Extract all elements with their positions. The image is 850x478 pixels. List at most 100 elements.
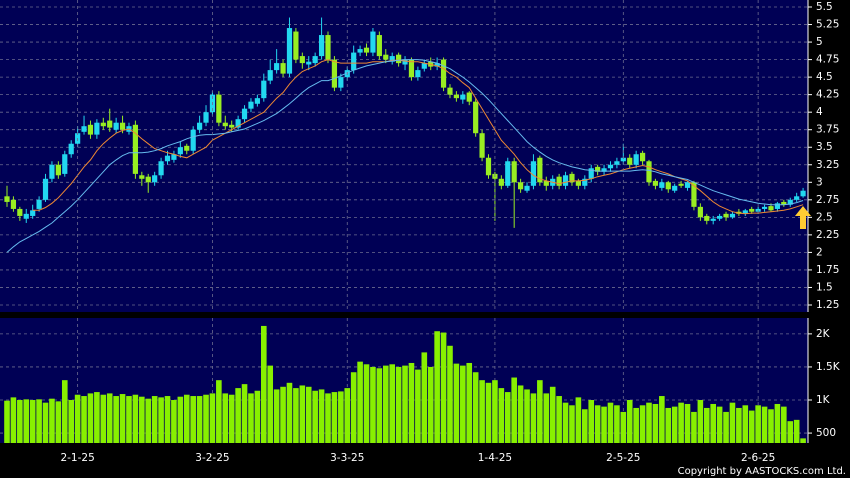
moving-average-line [6, 59, 804, 253]
volume-bar [549, 386, 556, 443]
volume-bar [305, 386, 312, 443]
volume-bar [626, 400, 633, 443]
volume-bar [350, 372, 357, 443]
volume-bar [485, 382, 492, 443]
y-tick-label: 2.75 [816, 194, 839, 206]
candle-body [36, 199, 42, 209]
volume-bar [793, 419, 800, 443]
candle-body [659, 182, 665, 188]
volume-bar [646, 402, 652, 443]
candle-body [562, 175, 569, 186]
candle-body [633, 154, 639, 165]
candle-body [203, 112, 209, 123]
volume-bar [421, 352, 428, 443]
candle-body [376, 35, 382, 57]
candle-body [241, 108, 248, 120]
candle-body [152, 175, 158, 183]
y-tick-label: 3.5 [816, 141, 833, 153]
candle-body [100, 122, 106, 127]
volume-bar [376, 368, 383, 443]
candle-body [286, 28, 293, 74]
candle-body [113, 122, 119, 130]
y-tick-label: 5.25 [816, 19, 839, 31]
volume-bar [241, 384, 248, 443]
volume-bar [280, 386, 286, 443]
volume-bar [119, 394, 126, 443]
candle-body [402, 59, 408, 65]
volume-bar [113, 396, 119, 443]
candle-body [408, 59, 415, 78]
volume-bar [716, 406, 723, 443]
candle-body [601, 168, 607, 172]
y-tick-label: 2K [816, 328, 831, 340]
candle-body [10, 199, 17, 209]
candle-body [543, 180, 549, 186]
volume-bar [427, 366, 434, 443]
candle-body [781, 201, 787, 205]
volume-bar [370, 366, 376, 443]
volume-bar [774, 403, 781, 443]
volume-bar [607, 402, 614, 443]
volume-bar [248, 393, 254, 443]
candle-body [652, 180, 659, 186]
y-tick-label: 500 [816, 427, 836, 439]
candle-body [235, 119, 241, 128]
candle-body [55, 164, 61, 176]
candle-body [389, 56, 395, 62]
volume-bar [196, 396, 203, 443]
volume-bar [363, 364, 370, 443]
volume-bar [447, 345, 453, 443]
candle-body [794, 196, 800, 200]
candle-body [768, 206, 774, 211]
volume-bar [68, 400, 74, 443]
volume-bar [10, 397, 17, 443]
candle-body [672, 185, 678, 191]
y-tick-label: 3.25 [816, 159, 839, 171]
candle-body [473, 101, 479, 134]
candle-body [293, 31, 299, 60]
candle-body [607, 164, 614, 169]
candle-body [370, 31, 376, 53]
volume-bar [620, 411, 627, 443]
candle-body [357, 49, 363, 53]
candle-body [556, 176, 562, 186]
candle-body [498, 178, 504, 186]
volume-bar [293, 388, 299, 443]
y-tick-label: 4 [816, 106, 823, 118]
volume-bar [382, 365, 389, 443]
candle-body [306, 61, 312, 65]
volume-bar [222, 393, 229, 443]
candle-body [261, 80, 267, 99]
candle-body [774, 203, 780, 209]
candle-body [524, 185, 530, 191]
candle-body [537, 157, 543, 183]
candle-body [4, 196, 10, 202]
candle-body [639, 152, 646, 162]
volume-bar [594, 405, 601, 443]
volume-bar [652, 403, 659, 443]
volume-bar [703, 407, 710, 443]
candle-body [30, 210, 36, 216]
y-tick-label: 5.5 [816, 1, 833, 13]
volume-bar [23, 399, 30, 443]
candle-body [351, 52, 357, 71]
volume-bar [254, 390, 261, 443]
y-tick-label: 3 [816, 176, 823, 188]
candle-body [49, 164, 55, 179]
volume-bar [190, 396, 196, 443]
candle-body [723, 213, 729, 218]
volume-bar [723, 411, 729, 443]
candle-body [132, 124, 138, 174]
y-tick-label: 2 [816, 246, 823, 258]
candle-body [787, 199, 793, 205]
candle-body [614, 161, 620, 165]
volume-bar [235, 388, 241, 443]
candle-body [363, 47, 370, 53]
volume-bar [659, 396, 665, 443]
candle-body [518, 182, 524, 190]
candle-body [710, 218, 716, 221]
candle-body [800, 190, 806, 197]
candle-body [434, 63, 440, 67]
candle-body [216, 94, 222, 123]
candle-body [248, 101, 254, 109]
